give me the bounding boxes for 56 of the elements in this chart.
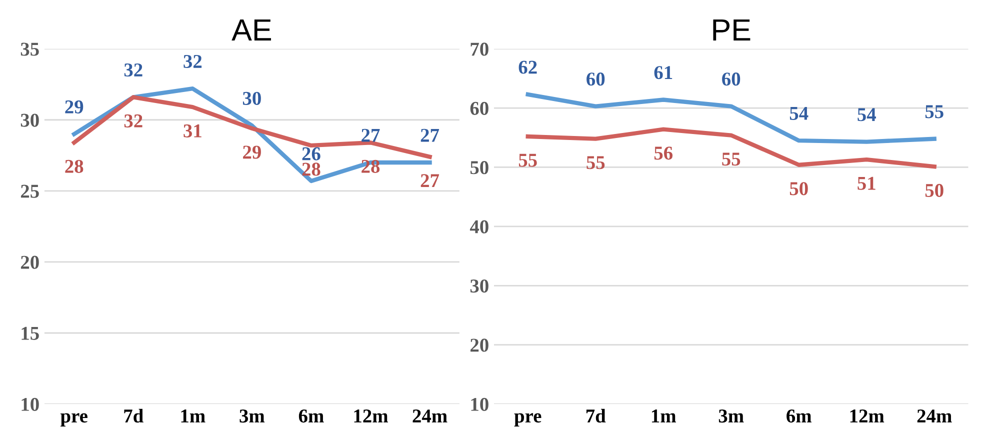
data-label: 30 [242, 92, 261, 105]
data-label: 31 [184, 124, 202, 138]
y-tick-label: 15 [22, 326, 39, 340]
y-tick-label: 30 [20, 114, 39, 127]
data-label: 29 [65, 100, 84, 114]
x-tick-label: 24m [917, 410, 952, 422]
x-tick-label: 3m [718, 410, 744, 423]
y-tick-label: 70 [470, 42, 488, 56]
y-tick-label: 25 [20, 184, 39, 198]
x-tick-label: 1m [652, 410, 676, 422]
data-label: 27 [420, 174, 440, 187]
x-tick-label: 6m [298, 410, 324, 423]
x-tick-label: pre [60, 413, 88, 427]
data-label: 60 [586, 72, 605, 86]
data-label: 28 [65, 160, 84, 173]
data-label: 27 [420, 128, 440, 142]
y-tick-label: 35 [20, 42, 39, 56]
x-tick-label: 6m [786, 410, 812, 423]
chart-title: PE [713, 19, 750, 41]
y-tick-label: 20 [470, 338, 488, 352]
x-tick-label: pre [514, 413, 542, 427]
data-label: 27 [362, 128, 380, 142]
x-tick-label: 24m [412, 410, 448, 422]
x-tick-label: 12m [354, 410, 388, 422]
data-label: 26 [302, 147, 320, 160]
data-label: 32 [124, 114, 142, 128]
data-label: 50 [790, 182, 808, 196]
y-tick-label: 40 [470, 220, 488, 234]
y-tick-label: 50 [470, 161, 488, 174]
data-label: 54 [790, 106, 808, 120]
y-tick-label: 10 [471, 398, 488, 411]
data-label: 61 [654, 66, 672, 80]
data-label: 56 [654, 146, 673, 160]
data-label: 55 [518, 154, 537, 167]
y-tick-label: 10 [22, 398, 39, 411]
data-label: 28 [302, 162, 320, 176]
y-tick-label: 30 [470, 279, 488, 293]
data-label: 32 [124, 63, 142, 77]
data-label: 51 [858, 176, 876, 190]
data-label: 62 [518, 60, 537, 74]
x-tick-label: 7d [586, 408, 606, 423]
x-tick-label: 12m [850, 410, 884, 422]
data-label: 55 [722, 152, 740, 166]
y-tick-label: 20 [20, 256, 39, 269]
y-tick-label: 60 [470, 102, 488, 115]
data-label: 55 [586, 156, 605, 170]
chart-title: AE [232, 19, 272, 41]
data-label: 54 [858, 108, 876, 122]
data-label: 60 [722, 72, 740, 86]
data-label: 50 [925, 184, 944, 197]
x-tick-label: 7d [124, 408, 144, 423]
data-label: 32 [184, 54, 202, 68]
x-tick-label: 3m [240, 410, 265, 423]
data-label: 55 [925, 105, 944, 118]
x-tick-label: 1m [181, 410, 206, 422]
data-label: 29 [243, 146, 261, 159]
